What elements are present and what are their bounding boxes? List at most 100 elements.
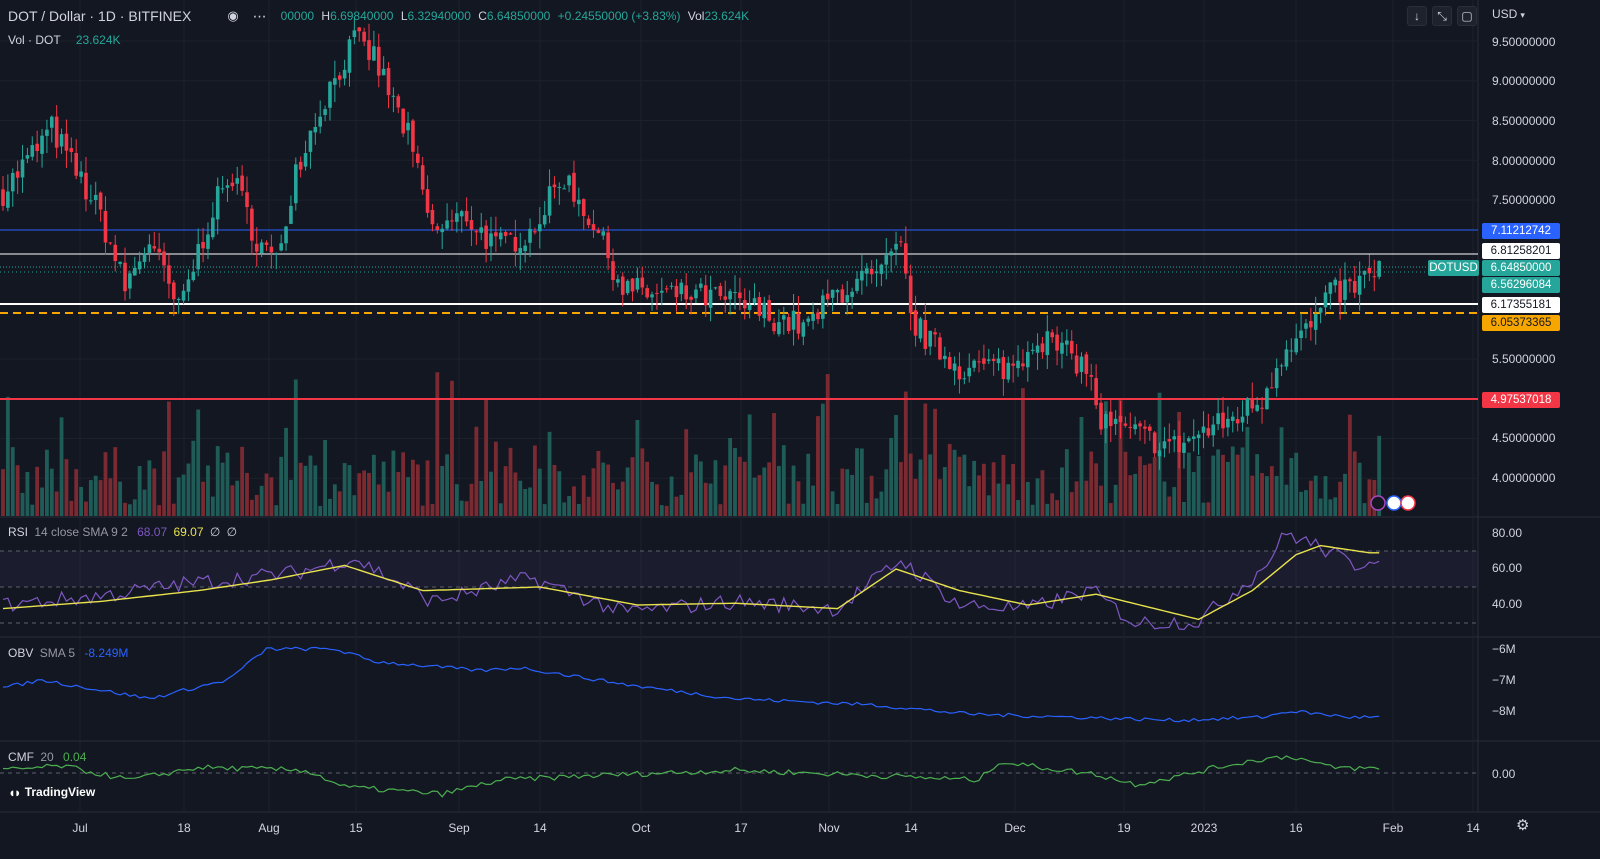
- volume-bar: [620, 481, 625, 516]
- candle-body: [10, 172, 15, 192]
- price-axis-label: 9.00000000: [1492, 74, 1556, 88]
- rsi-axis-label: 40.00: [1492, 597, 1523, 611]
- volume-bar: [269, 477, 274, 516]
- candle-body: [1030, 349, 1035, 352]
- candle-body: [733, 292, 737, 294]
- tradingview-logo[interactable]: ◖◗ TradingView: [8, 781, 110, 803]
- volume-bar: [489, 471, 493, 516]
- volume-bar: [445, 454, 449, 516]
- volume-bar: [1099, 485, 1103, 516]
- volume-bar: [869, 475, 874, 516]
- candle-body: [913, 310, 918, 336]
- maximize-icon[interactable]: ▢: [1457, 6, 1477, 26]
- volume-bar: [391, 450, 396, 516]
- volume-bar: [415, 464, 420, 516]
- volume-bar: [49, 468, 54, 516]
- volume-bar: [157, 505, 162, 516]
- volume-legend: Vol · DOT 23.624K: [8, 32, 121, 48]
- candle-body: [1152, 432, 1157, 454]
- volume-bar: [820, 403, 825, 516]
- gear-icon[interactable]: ⚙: [1516, 817, 1530, 834]
- candle-body: [1143, 426, 1147, 429]
- candle-body: [899, 241, 903, 243]
- candle-body: [113, 244, 118, 262]
- volume-bar: [1133, 473, 1138, 516]
- candle-body: [352, 30, 357, 38]
- candle-body: [947, 356, 952, 369]
- candle-body: [1294, 338, 1298, 353]
- candle-body: [1182, 442, 1186, 453]
- candle-body: [1001, 357, 1006, 380]
- volume-bar: [245, 472, 249, 516]
- volume-bar: [1113, 484, 1118, 516]
- candle-body: [630, 278, 635, 292]
- volume-bar: [513, 472, 518, 516]
- volume-bar: [733, 447, 737, 516]
- candle-body: [694, 289, 698, 299]
- candle-body: [894, 243, 898, 250]
- candle-body: [845, 295, 850, 303]
- volume-bar: [459, 500, 464, 516]
- candle-body: [147, 244, 152, 253]
- candle-body: [303, 153, 308, 167]
- candle-body: [840, 289, 845, 303]
- volume-bar: [1196, 455, 1201, 516]
- obv-value: -8.249M: [84, 646, 129, 660]
- volume-bar: [1138, 456, 1142, 516]
- candle-body: [933, 332, 937, 335]
- volume-bar: [132, 499, 137, 516]
- volume-bar: [967, 486, 972, 516]
- candle-body: [1328, 282, 1333, 294]
- candle-body: [391, 95, 396, 97]
- candle-body: [1201, 426, 1206, 433]
- volume-bar: [186, 463, 191, 516]
- volume-bar: [318, 505, 323, 516]
- volume-bar: [918, 459, 923, 516]
- volume-bar: [40, 487, 44, 516]
- candle-body: [89, 200, 93, 202]
- candle-body: [762, 302, 767, 319]
- volume-bar: [59, 417, 64, 516]
- collapse-icon[interactable]: ⤡: [1432, 6, 1452, 26]
- volume-bar: [162, 451, 166, 516]
- volume-bar: [401, 452, 406, 516]
- currency-selector[interactable]: USD ▾: [1492, 6, 1525, 23]
- volume-bar: [537, 468, 542, 516]
- candle-body: [1211, 424, 1216, 436]
- candle-body: [791, 310, 796, 330]
- event-lightning-icon: [1370, 495, 1386, 511]
- candle-body: [162, 251, 166, 266]
- candle-body: [274, 252, 279, 255]
- candle-body: [416, 153, 420, 163]
- volume-bar: [508, 447, 513, 516]
- event-flag-icon: [1400, 495, 1416, 511]
- obv-axis-label: −7M: [1492, 673, 1516, 687]
- volume-bar: [450, 380, 454, 516]
- volume-bar: [894, 415, 898, 516]
- eye-icon[interactable]: ◉: [227, 8, 239, 23]
- candle-body: [6, 191, 10, 208]
- candle-body: [874, 271, 879, 274]
- volume-bar: [1352, 451, 1357, 516]
- candle-body: [635, 277, 640, 290]
- time-axis-label: 2023: [1190, 821, 1218, 835]
- volume-bar: [454, 484, 459, 516]
- candle-body: [782, 315, 786, 320]
- candle-body: [1279, 365, 1284, 367]
- more-icon[interactable]: ⋯: [252, 8, 267, 24]
- cmf-params: 20: [40, 750, 54, 764]
- symbol-title[interactable]: DOT / Dollar · 1D · BITFINEX: [8, 8, 192, 24]
- volume-bar: [396, 471, 401, 516]
- volume-bar: [1040, 470, 1045, 516]
- low-value: 6.32940000: [407, 9, 471, 23]
- volume-bar: [576, 504, 581, 516]
- candle-body: [401, 108, 405, 134]
- close-label: C: [478, 9, 487, 23]
- rsi-empty-value: ∅: [209, 525, 221, 539]
- cmf-legend: CMF 20 0.04: [8, 750, 86, 764]
- volume-bar: [313, 465, 318, 516]
- arrow-down-icon[interactable]: ↓: [1407, 6, 1427, 26]
- candle-body: [918, 318, 923, 339]
- volume-bar: [1055, 500, 1059, 516]
